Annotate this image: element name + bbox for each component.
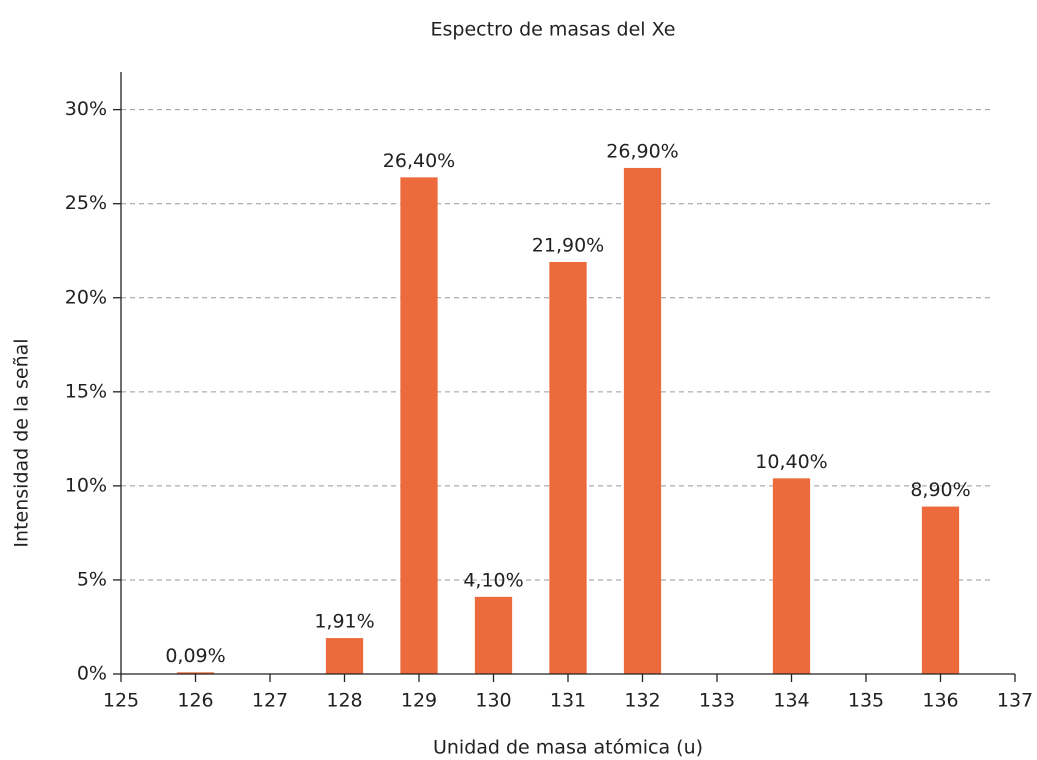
x-tick-label: 136 <box>922 690 958 712</box>
y-tick-label: 25% <box>65 192 107 214</box>
bar <box>772 478 811 674</box>
data-label: 4,10% <box>463 569 523 591</box>
bar <box>176 672 215 674</box>
data-label: 10,40% <box>755 451 827 473</box>
bar <box>623 167 662 674</box>
x-tick-label: 128 <box>326 690 362 712</box>
data-label: 26,40% <box>383 150 455 172</box>
y-tick-label: 30% <box>65 98 107 120</box>
bar <box>474 596 513 674</box>
data-label: 26,90% <box>606 140 678 162</box>
x-tick-label: 126 <box>177 690 213 712</box>
x-tick-label: 129 <box>401 690 437 712</box>
y-tick-label: 20% <box>65 286 107 308</box>
x-tick-label: 132 <box>624 690 660 712</box>
chart-title: Espectro de masas del Xe <box>431 19 676 41</box>
bar <box>400 177 438 674</box>
y-tick-label: 15% <box>65 380 107 402</box>
data-label: 21,90% <box>532 235 604 257</box>
x-tick-label: 127 <box>252 690 288 712</box>
y-axis-label: Intensidad de la señal <box>11 338 33 547</box>
x-tick-label: 134 <box>773 690 809 712</box>
bar <box>549 262 587 674</box>
x-axis-label: Unidad de masa atómica (u) <box>433 737 703 759</box>
y-tick-label: 5% <box>77 568 107 590</box>
x-tick-label: 135 <box>848 690 884 712</box>
bar <box>325 638 364 674</box>
x-tick-label: 137 <box>997 690 1033 712</box>
x-tick-label: 130 <box>475 690 511 712</box>
x-tick-label: 133 <box>699 690 735 712</box>
y-tick-label: 10% <box>65 474 107 496</box>
y-tick-label: 0% <box>77 663 107 685</box>
data-label: 0,09% <box>165 645 225 667</box>
data-label: 1,91% <box>314 611 374 633</box>
x-tick-label: 131 <box>550 690 586 712</box>
x-tick-label: 125 <box>103 690 139 712</box>
data-label: 8,90% <box>910 479 970 501</box>
bar <box>921 506 960 674</box>
